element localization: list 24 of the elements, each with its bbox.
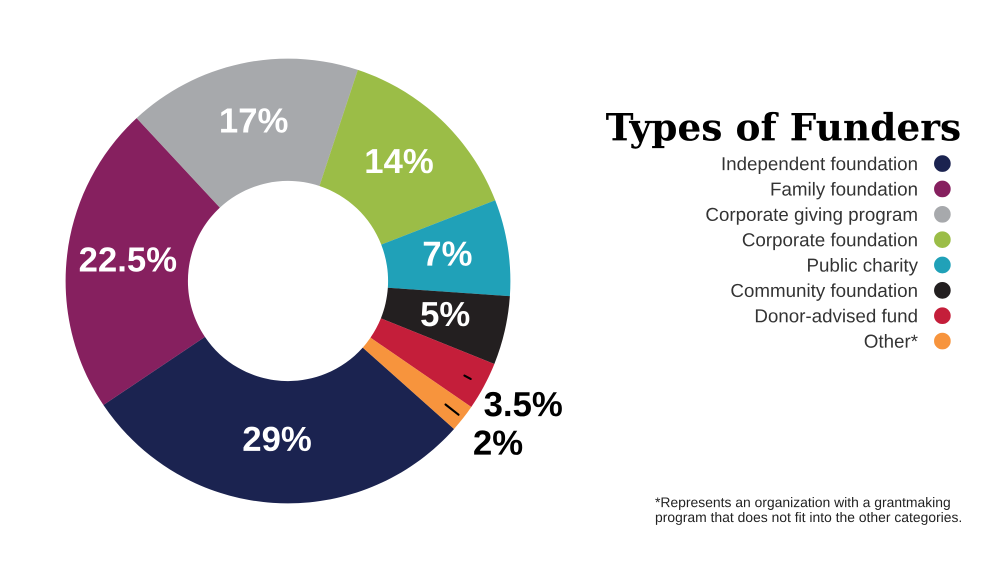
legend-label: Community foundation (731, 283, 917, 301)
legend-label: Family foundation (772, 182, 917, 200)
donut-slice (381, 200, 510, 296)
donut-slice (66, 118, 220, 406)
donut-slice (103, 336, 454, 504)
donut-slice (380, 288, 510, 364)
text: Types of Funders (606, 112, 960, 149)
legend-label: Independent foundation (722, 156, 917, 174)
donut-slice (136, 58, 358, 208)
legend-label: Other* (864, 334, 918, 348)
data-label: 5% (421, 302, 470, 326)
data-label: 3.5% (484, 392, 562, 416)
data-label: 22.5% (80, 247, 176, 272)
data-label: 17% (221, 108, 288, 133)
donut-slice (362, 338, 472, 429)
legend-label: Corporate foundation (742, 232, 917, 250)
legend-label: Corporate giving program (706, 207, 917, 225)
data-label: 29% (243, 426, 311, 452)
data-label: 2% (474, 430, 522, 455)
legend-label: Donor-advised fund (756, 308, 917, 322)
data-label: 7% (424, 241, 472, 266)
data-label: 14% (366, 148, 433, 174)
text: *Represents an organization with a grantmaking program that does not fit into the other categories. (655, 497, 962, 525)
legend-label: Public charity (808, 258, 918, 276)
